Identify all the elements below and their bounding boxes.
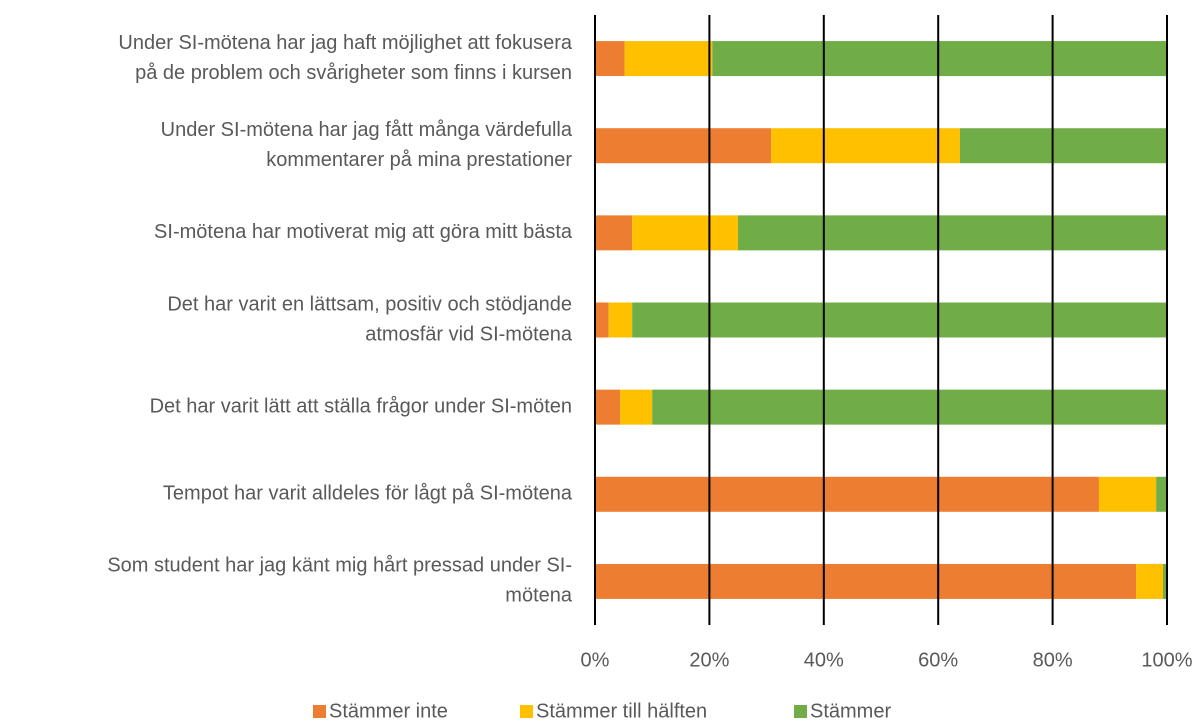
category-label: Det har varit lätt att ställa frågor und…	[150, 395, 572, 417]
bar-segment	[608, 302, 633, 338]
category-label: på de problem och svårigheter som finns …	[135, 62, 572, 84]
x-tick-label: 0%	[581, 649, 610, 671]
bar-segment	[959, 128, 1167, 164]
category-label: Tempot har varit alldeles för lågt på SI…	[163, 483, 573, 505]
bar-segment	[595, 302, 609, 338]
category-label: Under SI-mötena har jag fått många värde…	[161, 119, 573, 141]
legend-label: Stämmer	[810, 700, 891, 722]
legend-label: Stämmer till hälften	[536, 700, 707, 722]
bar-segment	[624, 41, 713, 77]
legend-label: Stämmer inte	[329, 700, 448, 722]
category-label: kommentarer på mina prestationer	[266, 149, 572, 171]
legend-swatch	[520, 705, 533, 718]
bar-segment	[595, 476, 1099, 512]
bar-segment	[595, 563, 1137, 599]
x-tick-label: 20%	[689, 649, 729, 671]
bar-segment	[1162, 563, 1167, 599]
bar-segment	[1136, 563, 1163, 599]
bar-segment	[595, 41, 625, 77]
category-label: Det har varit en lättsam, positiv och st…	[167, 293, 572, 315]
category-label: atmosfär vid SI-mötena	[365, 323, 573, 345]
bar-segment	[738, 215, 1167, 251]
category-label: Som student har jag känt mig hårt pressa…	[107, 555, 572, 577]
legend-swatch	[794, 705, 807, 718]
bar-segment	[632, 302, 1167, 338]
bar-segment	[652, 389, 1167, 425]
x-tick-label: 80%	[1033, 649, 1073, 671]
x-tick-label: 60%	[918, 649, 958, 671]
category-label: mötena	[505, 585, 573, 607]
bar-segment	[712, 41, 1167, 77]
category-label: Under SI-mötena har jag haft möjlighet a…	[118, 32, 572, 54]
bar-segment	[595, 215, 633, 251]
x-tick-label: 40%	[804, 649, 844, 671]
legend-swatch	[313, 705, 326, 718]
bar-segment	[1156, 476, 1167, 512]
category-label: SI-mötena har motiverat mig att göra mit…	[154, 221, 573, 243]
bar-segment	[620, 389, 653, 425]
bar-segment	[595, 128, 772, 164]
bar-segment	[632, 215, 738, 251]
bar-segment	[771, 128, 960, 164]
bar-segment	[595, 389, 621, 425]
x-tick-label: 100%	[1141, 649, 1192, 671]
bar-segment	[1098, 476, 1157, 512]
